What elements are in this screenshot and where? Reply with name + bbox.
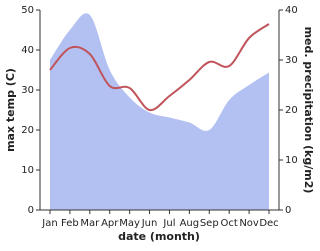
x-tick-label: Aug bbox=[180, 218, 200, 229]
x-tick-label: Jun bbox=[141, 218, 158, 229]
y-tick-label: 10 bbox=[21, 165, 34, 176]
x-axis-label: date (month) bbox=[118, 230, 200, 243]
y-tick-label: 50 bbox=[21, 5, 34, 16]
x-tick-label: Sep bbox=[200, 218, 219, 229]
y-axis-label: max temp (C) bbox=[4, 68, 17, 152]
x-tick-label: May bbox=[119, 218, 140, 229]
y-tick-label: 20 bbox=[21, 125, 34, 136]
x-tick-label: Nov bbox=[239, 218, 259, 229]
x-tick-label: Apr bbox=[101, 218, 119, 229]
x-tick-label: Jan bbox=[41, 218, 57, 229]
y-tick-label: 40 bbox=[21, 45, 34, 56]
x-tick-label: Dec bbox=[259, 218, 278, 229]
y2-tick-label: 10 bbox=[285, 155, 298, 166]
y2-tick-label: 30 bbox=[285, 55, 298, 66]
chart: date (month) max temp (C) med. precipita… bbox=[4, 5, 315, 243]
y2-axis-label: med. precipitation (kg/m2) bbox=[302, 27, 315, 194]
y2-tick-label: 0 bbox=[285, 205, 291, 216]
y2-tick-label: 40 bbox=[285, 5, 298, 16]
x-tick-label: Jul bbox=[162, 218, 175, 229]
x-tick-label: Oct bbox=[221, 218, 238, 229]
temp-line bbox=[49, 23, 270, 112]
y2-tick-label: 20 bbox=[285, 105, 298, 116]
y-tick-label: 30 bbox=[21, 85, 34, 96]
x-tick-label: Mar bbox=[80, 218, 100, 229]
x-tick-label: Feb bbox=[61, 218, 79, 229]
precip-area bbox=[50, 13, 269, 210]
y-tick-label: 0 bbox=[28, 205, 34, 216]
